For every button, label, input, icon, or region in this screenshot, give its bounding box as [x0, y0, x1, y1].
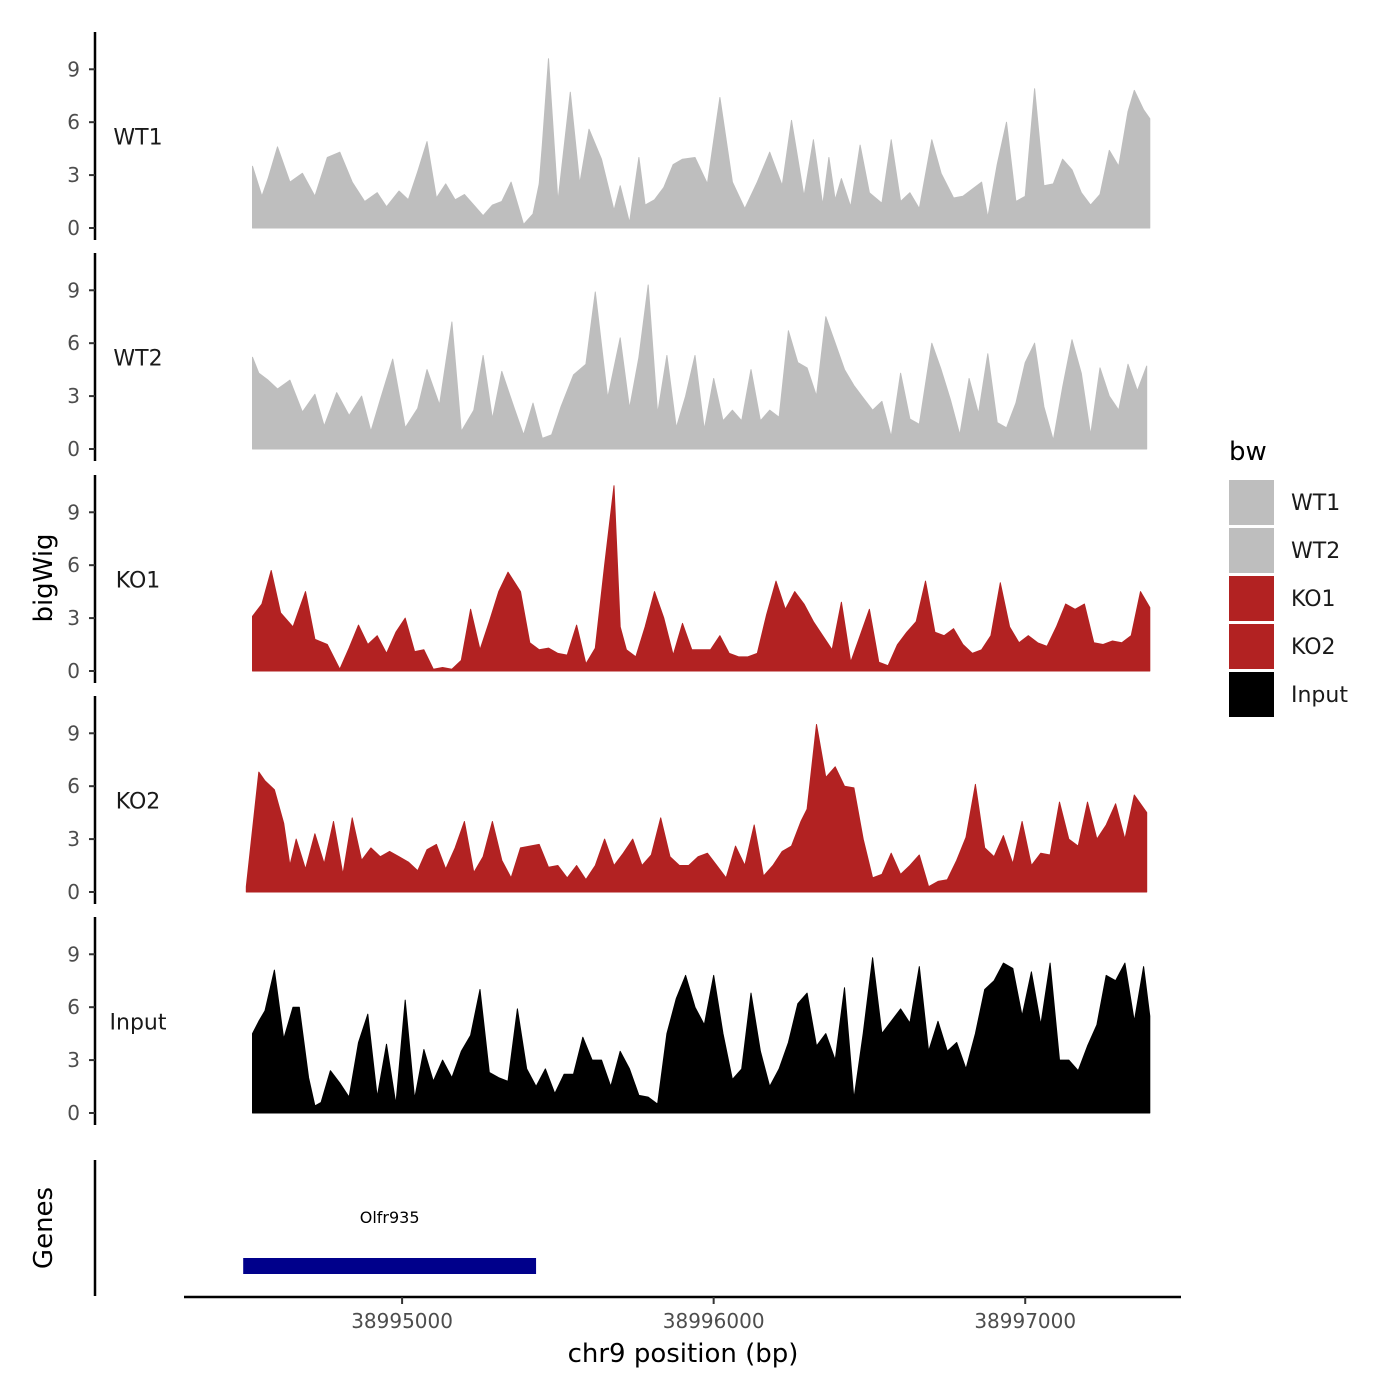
track-label: WT2	[113, 346, 162, 371]
track-wt1: 0 3 6 9 WT1	[67, 32, 1151, 240]
y-tick-label: 3	[67, 1048, 80, 1072]
y-tick-label: 0	[67, 1101, 80, 1125]
legend-key-ko1	[1229, 576, 1274, 621]
track-ko1: 0 3 6 9 KO1	[67, 475, 1151, 683]
legend-key-wt1	[1229, 480, 1274, 525]
legend-label: WT2	[1291, 539, 1340, 564]
y-tick-label: 6	[67, 331, 80, 355]
coverage-area-wt2	[252, 284, 1148, 450]
legend-title: bw	[1229, 437, 1267, 467]
y-axis-title: bigWig	[29, 533, 59, 622]
x-axis-title: chr9 position (bp)	[568, 1339, 799, 1369]
y-tick-label: 0	[67, 659, 80, 683]
y-tick-label: 6	[67, 110, 80, 134]
y-tick-label: 9	[67, 500, 80, 524]
coverage-area-input	[252, 957, 1151, 1114]
y-tick-label: 0	[67, 437, 80, 461]
x-tick-label: 38997000	[974, 1309, 1076, 1333]
track-input: 0 3 6 9 Input	[67, 917, 1151, 1125]
coverage-tracks: 0 3 6 9 WT1 0 3 6 9 WT2 0 3 6 9 KO1 0 3 6 9 KO2 0 3 6 9 Input	[67, 32, 1151, 1125]
legend-label: Input	[1291, 683, 1348, 708]
y-tick-label: 9	[67, 721, 80, 745]
genes-panel-title: Genes	[29, 1187, 59, 1269]
y-tick-label: 9	[67, 942, 80, 966]
x-tick-label: 38995000	[351, 1309, 453, 1333]
y-tick-label: 9	[67, 57, 80, 81]
gene-bar	[243, 1258, 537, 1274]
y-tick-label: 9	[67, 278, 80, 302]
y-tick-label: 3	[67, 827, 80, 851]
track-label: WT1	[113, 125, 162, 150]
y-tick-label: 0	[67, 880, 80, 904]
track-ko2: 0 3 6 9 KO2	[67, 696, 1148, 904]
y-tick-label: 6	[67, 995, 80, 1019]
x-tick-label: 38996000	[663, 1309, 765, 1333]
track-label: KO2	[116, 789, 161, 814]
y-tick-label: 3	[67, 163, 80, 187]
x-axis: 38995000 38996000 38997000	[184, 1295, 1181, 1333]
genes-panel: Olfr935	[93, 1160, 537, 1296]
legend-key-input	[1229, 672, 1274, 717]
y-tick-label: 6	[67, 553, 80, 577]
y-tick-label: 3	[67, 606, 80, 630]
legend-label: WT1	[1291, 491, 1340, 516]
gene-label: Olfr935	[360, 1208, 420, 1227]
y-tick-label: 3	[67, 384, 80, 408]
track-label: Input	[110, 1010, 167, 1035]
legend-label: KO2	[1291, 635, 1336, 660]
coverage-area-ko2	[245, 724, 1148, 893]
y-tick-label: 0	[67, 216, 80, 240]
coverage-area-ko1	[252, 485, 1151, 672]
track-label: KO1	[116, 568, 161, 593]
track-wt2: 0 3 6 9 WT2	[67, 253, 1148, 461]
legend-key-wt2	[1229, 528, 1274, 573]
coverage-area-wt1	[252, 58, 1151, 229]
y-tick-label: 6	[67, 774, 80, 798]
legend-label: KO1	[1291, 587, 1336, 612]
legend: bw WT1 WT2 KO1 KO2 Input	[1229, 437, 1348, 717]
legend-key-ko2	[1229, 624, 1274, 669]
